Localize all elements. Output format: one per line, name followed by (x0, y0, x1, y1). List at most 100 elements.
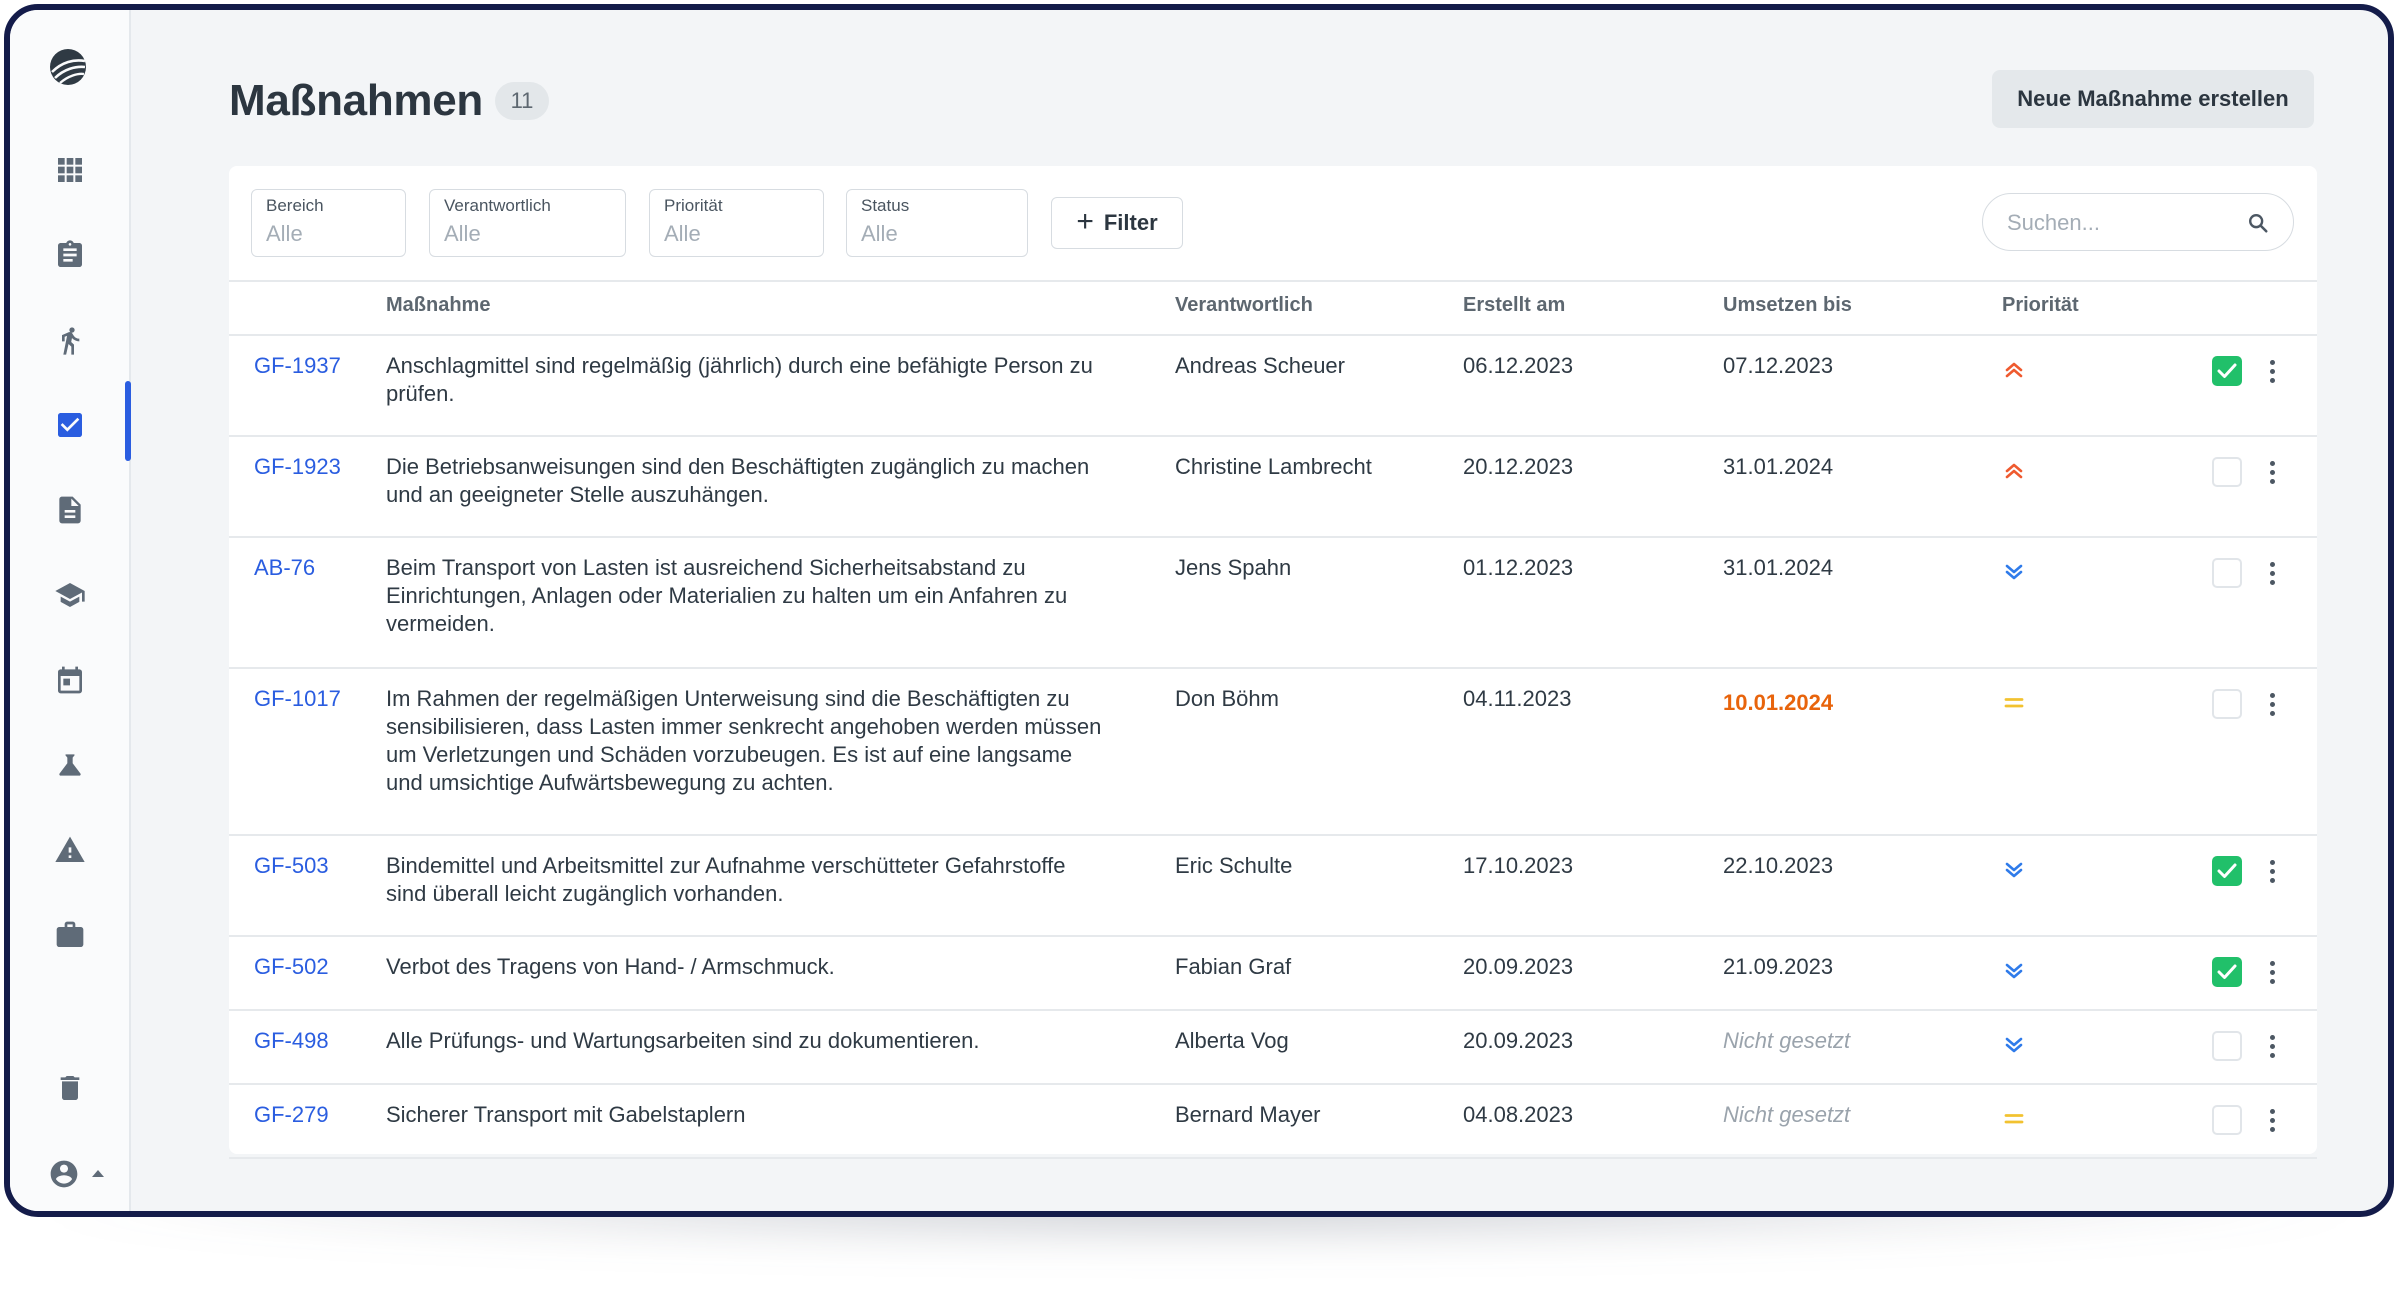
due-date: 31.01.2024 (1723, 454, 1834, 479)
measure-id-link[interactable]: GF-1923 (254, 454, 341, 479)
created-date: 06.12.2023 (1463, 353, 1574, 378)
search-input[interactable] (2005, 204, 2239, 242)
more-options-icon[interactable] (2260, 354, 2284, 388)
measure-id-link[interactable]: GF-503 (254, 853, 329, 878)
done-checkbox[interactable] (2212, 558, 2242, 588)
done-checkbox[interactable] (2212, 1105, 2242, 1135)
check-icon (2217, 863, 2237, 878)
more-options-icon[interactable] (2260, 455, 2284, 489)
grid-icon (57, 158, 82, 182)
created-date: 20.09.2023 (1463, 954, 1574, 979)
measure-id-link[interactable]: GF-1937 (254, 353, 341, 378)
table-row[interactable]: AB-76 Beim Transport von Lasten ist ausre… (229, 536, 2317, 669)
caret-up-icon[interactable] (92, 1170, 104, 1177)
due-date: Nicht gesetzt (1723, 1102, 1851, 1127)
responsible-person: Jens Spahn (1175, 555, 1292, 580)
more-options-icon[interactable] (2260, 1029, 2284, 1063)
checkbox-icon (57, 413, 82, 437)
filter-priority[interactable]: Priorität Alle (649, 189, 824, 257)
table-row[interactable]: GF-1937 Anschlagmittel sind regelmäßig (j… (229, 334, 2317, 437)
table-row[interactable]: GF-279 Sicherer Transport mit Gabelstaple… (229, 1083, 2317, 1159)
sidebar-item-calendar[interactable] (10, 640, 129, 720)
sidebar-item-business[interactable] (10, 895, 129, 975)
table-row[interactable]: GF-498 Alle Prüfungs- und Wartungsarbeite… (229, 1009, 2317, 1085)
sidebar-item-dashboard[interactable] (10, 130, 129, 210)
due-date: 07.12.2023 (1723, 353, 1834, 378)
priority-low-icon (2002, 959, 2026, 983)
table-row[interactable]: GF-1017 Im Rahmen der regelmäßigen Unterw… (229, 667, 2317, 836)
created-date: 20.12.2023 (1463, 454, 1574, 479)
sidebar-item-trash[interactable] (10, 1048, 129, 1128)
due-date: 21.09.2023 (1723, 954, 1834, 979)
measure-text: Bindemittel und Arbeitsmittel zur Aufnah… (386, 853, 1066, 906)
add-filter-button[interactable]: + Filter (1051, 197, 1183, 249)
due-date: 10.01.2024 (1723, 690, 1834, 715)
sidebar-item-incidents[interactable] (10, 810, 129, 890)
column-header-created[interactable]: Erstellt am (1463, 294, 1566, 316)
count-badge: 11 (495, 82, 549, 120)
due-date: 22.10.2023 (1723, 853, 1834, 878)
warning-icon (54, 836, 85, 862)
sidebar-item-activities[interactable] (10, 300, 129, 380)
briefcase-icon (56, 921, 83, 947)
priority-high-icon (2002, 459, 2026, 483)
measures-card: Bereich Alle Verantwortlich Alle Priorit… (229, 166, 2317, 1159)
app-logo-icon[interactable] (48, 47, 88, 87)
priority-medium-icon (2002, 1107, 2026, 1131)
walking-person-icon (61, 327, 79, 355)
created-date: 20.09.2023 (1463, 1028, 1574, 1053)
column-header-measure[interactable]: Maßnahme (386, 294, 491, 316)
more-options-icon[interactable] (2260, 1103, 2284, 1137)
table-row[interactable]: GF-502 Verbot des Tragens von Hand- / Arm… (229, 935, 2317, 1011)
filter-value: Alle (664, 221, 701, 246)
measure-id-link[interactable]: GF-1017 (254, 686, 341, 711)
due-date: 31.01.2024 (1723, 555, 1834, 580)
more-options-icon[interactable] (2260, 955, 2284, 989)
user-menu[interactable] (10, 1134, 129, 1211)
done-checkbox[interactable] (2212, 689, 2242, 719)
page-title: Maßnahmen (229, 76, 483, 125)
sidebar-item-assessments[interactable] (10, 215, 129, 295)
search-icon[interactable] (2247, 212, 2269, 234)
sidebar-item-hazardous-substances[interactable] (10, 725, 129, 805)
sidebar-item-training[interactable] (10, 555, 129, 635)
active-indicator (125, 381, 131, 461)
created-date: 04.11.2023 (1463, 686, 1572, 711)
measure-text: Im Rahmen der regelmäßigen Unterweisung … (386, 686, 1102, 795)
filter-label: Verantwortlich (444, 196, 551, 215)
sidebar-item-documents[interactable] (10, 470, 129, 550)
more-options-icon[interactable] (2260, 687, 2284, 721)
filter-responsible[interactable]: Verantwortlich Alle (429, 189, 626, 257)
done-checkbox[interactable] (2212, 957, 2242, 987)
more-options-icon[interactable] (2260, 556, 2284, 590)
measure-id-link[interactable]: GF-498 (254, 1028, 329, 1053)
priority-low-icon (2002, 560, 2026, 584)
done-checkbox[interactable] (2212, 356, 2242, 386)
column-header-responsible[interactable]: Verantwortlich (1175, 294, 1313, 316)
main-content: Maßnahmen 11 Neue Maßnahme erstellen Ber… (129, 10, 2388, 1211)
filter-status[interactable]: Status Alle (846, 189, 1028, 257)
done-checkbox[interactable] (2212, 1031, 2242, 1061)
create-measure-button[interactable]: Neue Maßnahme erstellen (1992, 70, 2314, 128)
done-checkbox[interactable] (2212, 457, 2242, 487)
filter-label: Bereich (266, 196, 324, 215)
priority-medium-icon (2002, 691, 2026, 715)
sidebar (10, 10, 131, 1211)
responsible-person: Christine Lambrecht (1175, 454, 1372, 479)
more-options-icon[interactable] (2260, 854, 2284, 888)
column-header-priority[interactable]: Priorität (2002, 294, 2079, 316)
plus-icon: + (1076, 204, 1094, 238)
sidebar-item-measures[interactable] (10, 381, 131, 465)
measure-id-link[interactable]: GF-502 (254, 954, 329, 979)
measure-id-link[interactable]: GF-279 (254, 1102, 329, 1127)
table-row[interactable]: GF-1923 Die Betriebsanweisungen sind den … (229, 435, 2317, 538)
table-row[interactable]: GF-503 Bindemittel und Arbeitsmittel zur … (229, 834, 2317, 937)
table-header: Maßnahme Verantwortlich Erstellt am Umse… (229, 280, 2317, 336)
filter-label: Priorität (664, 196, 723, 215)
measure-text: Sicherer Transport mit Gabelstaplern (386, 1102, 746, 1127)
filter-area[interactable]: Bereich Alle (251, 189, 406, 257)
measure-id-link[interactable]: AB-76 (254, 555, 316, 580)
done-checkbox[interactable] (2212, 856, 2242, 886)
check-icon (2217, 363, 2237, 378)
column-header-due[interactable]: Umsetzen bis (1723, 294, 1852, 316)
